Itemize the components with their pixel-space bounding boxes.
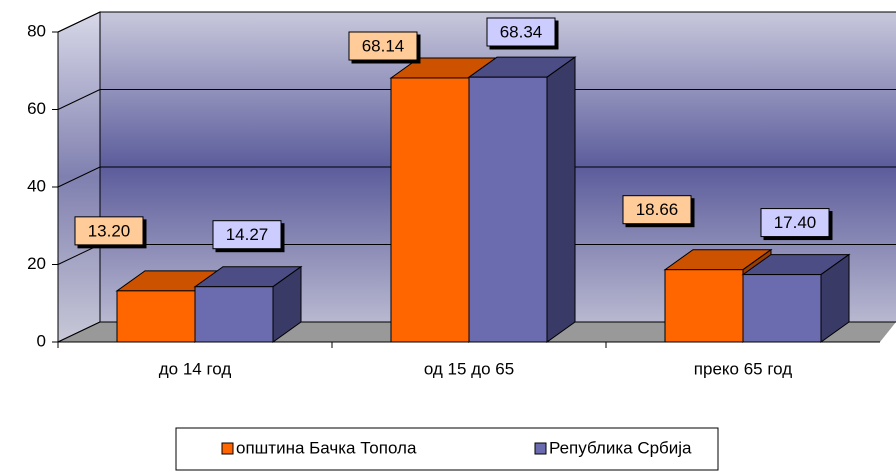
x-tick-label: од 15 до 65 [424,359,514,378]
y-tick-label: 60 [27,99,46,118]
bar [664,269,744,343]
value-label-box [348,31,418,61]
value-label: 13.20 [88,221,131,240]
grid-line [57,244,101,265]
value-label: 68.34 [500,22,543,41]
bar [390,77,470,343]
legend [175,427,719,471]
y-tick-label: 40 [27,176,46,195]
legend-label: општина Бачка Топола [236,438,417,457]
value-label-box [760,208,830,238]
bar [742,274,822,343]
x-tick-label: до 14 год [159,359,232,378]
x-tick-label: преко 65 год [694,359,792,378]
bar [116,290,196,343]
y-tick-label: 80 [27,21,46,40]
grid-line [57,89,101,110]
value-label-box [212,220,282,250]
bar-side [546,56,576,343]
y-tick-label: 20 [27,254,46,273]
grid-line [57,166,101,188]
grid-line [57,11,101,33]
value-label: 68.14 [362,36,405,55]
value-label: 14.27 [226,225,269,244]
value-label: 17.40 [774,213,817,232]
bar [468,76,548,343]
legend-swatch [221,442,234,455]
value-label: 18.66 [636,200,679,219]
bar [194,286,274,343]
grid-line [57,321,101,343]
legend-swatch [534,442,547,455]
legend-label: Република Србија [549,438,692,457]
value-label-box [622,195,692,225]
value-label-box [74,216,144,246]
y-tick-label: 0 [37,331,46,350]
value-label-box [486,17,556,47]
